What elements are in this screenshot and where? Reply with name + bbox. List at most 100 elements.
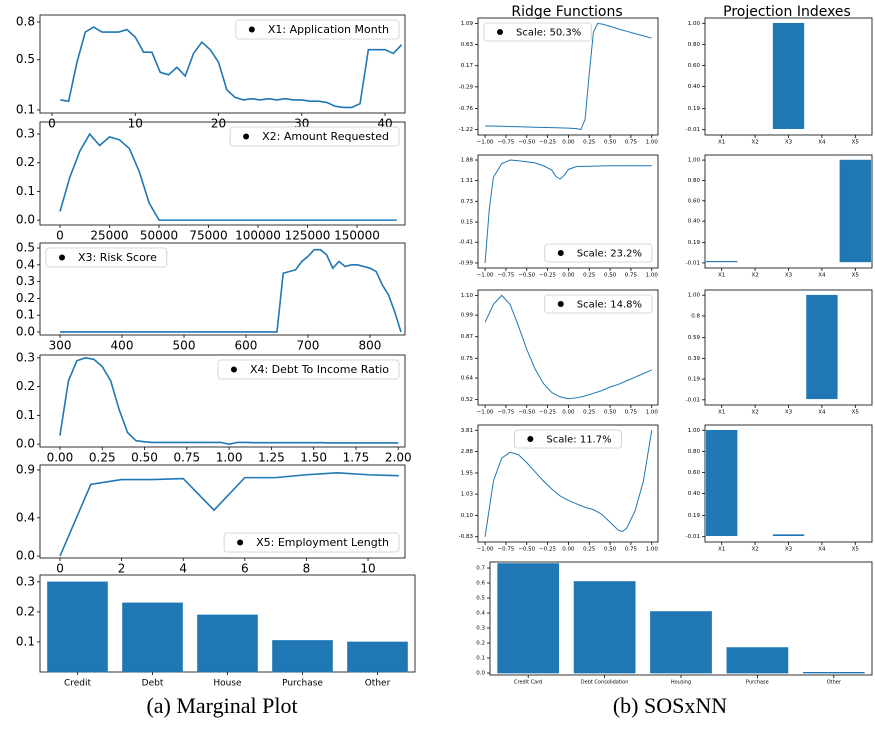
line bbox=[59, 357, 399, 445]
y-tick-label: 0.1 bbox=[16, 408, 35, 422]
y-tick-label: 0.9 bbox=[16, 462, 35, 476]
x-tick-label: House bbox=[213, 679, 242, 689]
x-tick-label: X5 bbox=[852, 410, 860, 416]
y-tick-label: 2.88 bbox=[461, 449, 474, 455]
legend-label: X5: Employment Length bbox=[256, 536, 389, 549]
y-tick-label: 0.2 bbox=[16, 604, 35, 618]
x-tick-label: 25000 bbox=[90, 229, 128, 243]
y-tick-label: 0.19 bbox=[688, 106, 701, 112]
x-tick-label: −0.75 bbox=[497, 547, 514, 553]
y-tick-label: 0.6 bbox=[476, 581, 485, 587]
legend: Scale: 11.7% bbox=[513, 429, 623, 449]
y-tick-label: -0.29 bbox=[459, 84, 474, 90]
y-tick-label: -0.01 bbox=[686, 127, 700, 133]
y-tick-label: 0.7 bbox=[476, 566, 485, 572]
x-tick-label: Debt Consolidation bbox=[581, 680, 629, 686]
x-tick-label: X2 bbox=[751, 273, 758, 279]
y-tick-label: 0.2 bbox=[16, 379, 35, 393]
legend: X4: Debt To Income Ratio bbox=[217, 359, 400, 380]
x-tick-label: X2 bbox=[751, 410, 758, 416]
y-tick-label: 1.88 bbox=[461, 158, 474, 164]
x-tick-label: 0.75 bbox=[625, 273, 638, 279]
bar bbox=[122, 602, 183, 673]
legend-box bbox=[229, 126, 400, 147]
legend-box bbox=[217, 359, 400, 380]
legend-label: X1: Application Month bbox=[268, 23, 389, 36]
legend-marker bbox=[237, 539, 244, 546]
y-tick-label: 0.99 bbox=[461, 313, 474, 319]
legend-marker bbox=[557, 301, 564, 307]
x-tick-label: 0 bbox=[48, 117, 56, 131]
x-tick-label: −0.75 bbox=[497, 140, 514, 146]
legend: X3: Risk Score bbox=[45, 247, 168, 268]
y-tick-label: 0.0 bbox=[16, 324, 35, 338]
y-tick-label: 3.81 bbox=[461, 428, 473, 434]
y-tick-label: 0.87 bbox=[461, 334, 474, 340]
plot-frame bbox=[477, 289, 659, 406]
x-tick-label: −0.25 bbox=[539, 140, 556, 146]
plot-frame bbox=[39, 354, 406, 448]
y-tick-label: 0.80 bbox=[688, 449, 701, 455]
bar bbox=[706, 261, 738, 263]
line bbox=[59, 132, 397, 221]
x-tick-label: 8 bbox=[303, 562, 311, 576]
y-tick-label: 0.5 bbox=[476, 596, 485, 602]
plot-frame bbox=[39, 121, 406, 226]
line bbox=[485, 22, 652, 131]
legend-marker bbox=[497, 29, 503, 35]
x-tick-label: X1 bbox=[718, 410, 725, 416]
y-tick-label: -0.76 bbox=[459, 106, 474, 112]
plot-frame bbox=[39, 464, 406, 559]
x-tick-label: 0.50 bbox=[604, 547, 617, 553]
y-tick-label: 0.40 bbox=[688, 219, 701, 225]
y-tick-label: 0.3 bbox=[16, 574, 35, 588]
line bbox=[60, 26, 403, 109]
x-tick-label: 600 bbox=[235, 339, 258, 353]
x-tick-label: X3 bbox=[785, 547, 793, 553]
y-tick-label: 0.19 bbox=[688, 377, 701, 383]
x-tick-label: −0.50 bbox=[518, 547, 535, 553]
x-tick-label: 6 bbox=[241, 562, 249, 576]
x-tick-label: X3 bbox=[785, 140, 793, 146]
x-tick-label: X5 bbox=[852, 547, 860, 553]
x-tick-label: Housing bbox=[671, 680, 691, 686]
line bbox=[484, 159, 652, 264]
legend: X1: Application Month bbox=[235, 19, 400, 40]
plot-frame bbox=[477, 17, 659, 136]
y-tick-label: 0.2 bbox=[16, 155, 35, 169]
legend-marker bbox=[243, 133, 250, 140]
legend-label: Scale: 23.2% bbox=[577, 249, 642, 260]
y-tick-label: 0.1 bbox=[16, 634, 35, 648]
legend: Scale: 14.8% bbox=[544, 294, 653, 314]
x-tick-label: 0.25 bbox=[583, 140, 596, 146]
legend-label: Scale: 14.8% bbox=[577, 300, 642, 311]
legend-marker bbox=[230, 366, 237, 373]
legend: Scale: 23.2% bbox=[544, 243, 653, 263]
x-tick-label: −0.75 bbox=[497, 410, 514, 416]
legend-box bbox=[235, 19, 400, 40]
y-tick-label: 1.03 bbox=[461, 492, 474, 498]
x-tick-label: 0.25 bbox=[583, 273, 596, 279]
x-tick-label: 0.00 bbox=[47, 451, 74, 465]
y-tick-label: 0.39 bbox=[688, 356, 701, 362]
x-tick-label: 1.50 bbox=[300, 451, 327, 465]
bar bbox=[772, 22, 805, 129]
plot-frame bbox=[39, 242, 406, 336]
x-tick-label: 0.00 bbox=[562, 410, 575, 416]
y-tick-label: 0.60 bbox=[688, 198, 701, 204]
bar bbox=[706, 429, 738, 536]
x-tick-label: 100000 bbox=[235, 229, 281, 243]
plot-frame bbox=[39, 14, 406, 114]
x-tick-label: Purchase bbox=[282, 679, 323, 689]
y-tick-label: 1.95 bbox=[461, 470, 474, 476]
column-title: Projection Indexes bbox=[723, 4, 851, 20]
x-tick-label: 0.25 bbox=[583, 547, 596, 553]
legend-marker bbox=[527, 436, 534, 442]
y-tick-label: 0.17 bbox=[461, 63, 474, 69]
y-tick-label: 0.8 bbox=[16, 15, 35, 29]
x-tick-label: 0.00 bbox=[562, 547, 575, 553]
line bbox=[484, 294, 652, 400]
x-tick-label: −1.00 bbox=[477, 140, 494, 146]
x-tick-label: −1.00 bbox=[477, 410, 494, 416]
